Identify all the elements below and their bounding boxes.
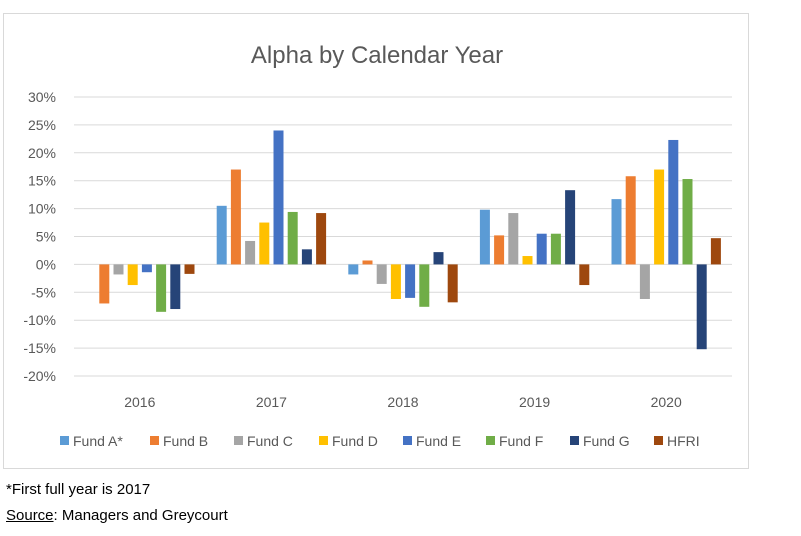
bar (625, 176, 636, 265)
y-axis-ticks: 30% 25% 20% 15% 10% 5% 0% -5% -10% -15% -20% (23, 89, 56, 384)
bar (170, 264, 181, 310)
y-tick-label: 15% (28, 173, 56, 189)
bar-chart: Alpha by Calendar Year 30% 25% 20% 15% 10% 5%… (23, 42, 732, 449)
bar (611, 199, 622, 265)
bar (536, 233, 547, 265)
y-tick-label: -10% (23, 312, 56, 328)
bar (419, 264, 430, 307)
x-tick-label: 2016 (124, 394, 155, 410)
x-axis-ticks: 2016 2017 2018 2019 2020 (124, 394, 682, 410)
bar (113, 264, 124, 275)
bar (273, 130, 284, 265)
bar (316, 213, 327, 265)
bar (479, 209, 490, 265)
bars (99, 130, 721, 350)
legend-label: Fund D (332, 433, 378, 449)
y-tick-label: 5% (36, 229, 56, 245)
bar (639, 264, 650, 299)
bar (259, 222, 270, 265)
bar (494, 235, 505, 265)
bar (376, 264, 387, 284)
bar (230, 169, 241, 265)
bar (141, 264, 152, 273)
footnote: *First full year is 2017 (6, 481, 151, 498)
x-tick-label: 2018 (387, 394, 418, 410)
legend-swatch (319, 436, 328, 445)
bar (565, 190, 576, 265)
legend: Fund A* Fund B Fund C Fund D Fund E Fund F Fun… (60, 433, 700, 449)
y-tick-label: 20% (28, 145, 56, 161)
bar (156, 264, 167, 312)
source-line: Source: Managers and Greycourt (6, 507, 228, 524)
bar (550, 233, 561, 265)
legend-label: HFRI (667, 433, 700, 449)
legend-label: Fund B (163, 433, 208, 449)
y-tick-label: -20% (23, 368, 56, 384)
bar (447, 264, 458, 303)
bar (433, 252, 444, 265)
x-tick-label: 2020 (651, 394, 682, 410)
bar (301, 249, 312, 265)
y-tick-label: 0% (36, 256, 56, 272)
x-tick-label: 2019 (519, 394, 550, 410)
legend-swatch (570, 436, 579, 445)
source-text: : Managers and Greycourt (53, 507, 228, 524)
bar (348, 264, 359, 275)
bar (654, 169, 665, 265)
bar (362, 260, 373, 265)
y-tick-label: -5% (31, 284, 56, 300)
bar (405, 264, 416, 298)
y-tick-label: 25% (28, 117, 56, 133)
source-label: Source (6, 507, 54, 524)
bar (127, 264, 138, 286)
legend-swatch (150, 436, 159, 445)
bar (522, 256, 533, 265)
bar (682, 179, 693, 265)
bar (287, 211, 298, 265)
y-tick-label: -15% (23, 340, 56, 356)
y-tick-label: 30% (28, 89, 56, 105)
legend-swatch (403, 436, 412, 445)
legend-label: Fund A* (73, 433, 123, 449)
legend-label: Fund G (583, 433, 630, 449)
legend-swatch (60, 436, 69, 445)
bar (508, 213, 519, 265)
y-tick-label: 10% (28, 201, 56, 217)
legend-label: Fund C (247, 433, 293, 449)
legend-label: Fund F (499, 433, 543, 449)
chart-title: Alpha by Calendar Year (251, 42, 503, 69)
legend-swatch (234, 436, 243, 445)
bar (696, 264, 707, 350)
bar (390, 264, 401, 299)
bar (184, 264, 195, 274)
x-tick-label: 2017 (256, 394, 287, 410)
chart-area: Alpha by Calendar Year 30% 25% 20% 15% 10% 5%… (3, 13, 749, 469)
bar (216, 205, 227, 265)
bar (245, 240, 256, 265)
legend-swatch (654, 436, 663, 445)
legend-label: Fund E (416, 433, 461, 449)
grid-lines (74, 96, 732, 377)
bar (668, 139, 679, 265)
bar (99, 264, 110, 304)
bar (710, 238, 721, 265)
bar (579, 264, 590, 286)
legend-swatch (486, 436, 495, 445)
